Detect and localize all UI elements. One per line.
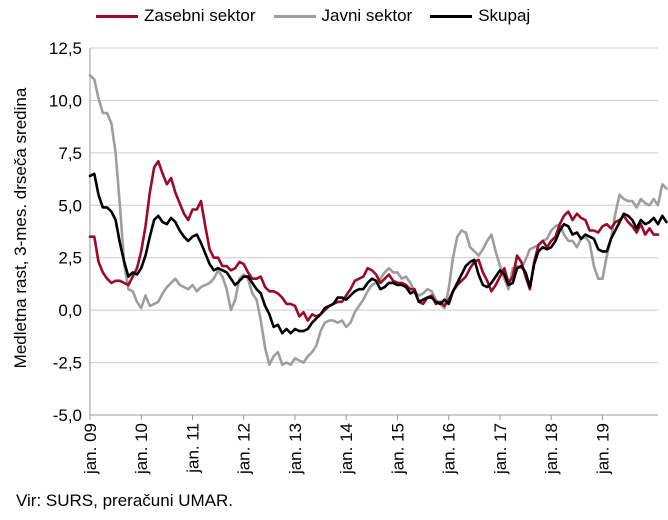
y-axis-label: Medletna rast, 3-mes. drseča sredina: [11, 87, 30, 368]
y-tick-label: 10,0: [49, 91, 82, 110]
y-tick-label: -2,5: [53, 354, 82, 373]
y-tick-label: 12,5: [49, 39, 82, 58]
x-tick-label: jan. 17: [491, 423, 510, 475]
series-line-1: [88, 74, 668, 367]
series-line-2: [88, 172, 668, 335]
y-tick-label: 2,5: [58, 249, 82, 268]
legend-label-javni: Javni sektor: [321, 6, 413, 25]
x-tick-label: jan. 16: [440, 423, 459, 475]
grid-lines: [89, 47, 658, 416]
x-tick-label: jan. 12: [235, 423, 254, 475]
y-tick-label: -5,0: [53, 406, 82, 425]
legend: Zasebni sektor Javni sektor Skupaj: [96, 6, 530, 26]
x-tick-label: jan. 18: [542, 423, 561, 475]
x-tick-label: jan. 15: [388, 423, 407, 475]
legend-swatch-zasebni: [96, 14, 138, 18]
legend-swatch-javni: [273, 14, 316, 18]
y-tick-labels: 12,5 10,0 7,5 5,0 2,5 0,0 -2,5 -5,0: [49, 39, 82, 425]
legend-item-javni: Javni sektor: [273, 6, 413, 26]
x-tick-label: jan. 09: [81, 423, 100, 475]
y-tick-label: 0,0: [58, 301, 82, 320]
x-tick-label: jan. 19: [593, 423, 612, 475]
y-tick-label: 5,0: [58, 196, 82, 215]
legend-item-skupaj: Skupaj: [430, 6, 530, 26]
legend-item-zasebni: Zasebni sektor: [96, 6, 256, 26]
x-tick-label: jan. 10: [132, 423, 151, 475]
x-tick-label: jan. 11: [183, 423, 202, 474]
legend-swatch-skupaj: [430, 14, 473, 18]
y-tick-label: 7,5: [58, 144, 82, 163]
series-line-0: [88, 159, 660, 322]
source-note: Vir: SURS, preračuni UMAR.: [16, 491, 233, 510]
legend-label-skupaj: Skupaj: [478, 6, 531, 25]
legend-label-zasebni: Zasebni sektor: [144, 6, 256, 25]
x-tick-label: jan. 13: [286, 423, 305, 475]
x-tick-label: jan. 14: [337, 423, 356, 475]
x-tick-labels: jan. 09 jan. 10 jan. 11 jan. 12 jan. 13 jan. …: [81, 415, 612, 475]
series-lines: [88, 74, 668, 367]
